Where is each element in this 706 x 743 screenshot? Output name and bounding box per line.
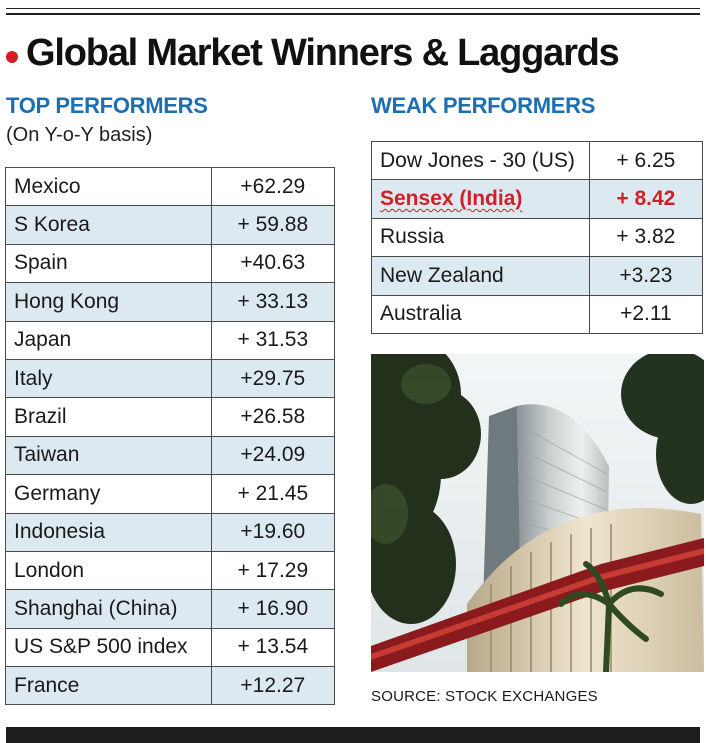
- top-performers-heading: TOP PERFORMERS: [6, 93, 208, 118]
- index-cell: Sensex (India): [371, 179, 590, 219]
- table-row: Brazil +26.58: [5, 397, 336, 437]
- country-cell: Indonesia: [5, 512, 212, 552]
- country-cell: Hong Kong: [5, 282, 212, 322]
- top-rule-thick: [6, 13, 700, 15]
- value-cell: + 16.90: [210, 589, 336, 629]
- sensex-label: Sensex (India): [380, 187, 523, 211]
- country-cell: Taiwan: [5, 435, 212, 476]
- table-row: US S&P 500 index + 13.54: [5, 627, 336, 668]
- table-row: S Korea + 59.88: [5, 205, 336, 245]
- table-row: Dow Jones - 30 (US) + 6.25: [371, 140, 704, 181]
- table-row: Taiwan +24.09: [5, 435, 336, 476]
- value-cell: +19.60: [210, 512, 336, 552]
- top-rule-thin: [6, 8, 700, 9]
- country-cell: US S&P 500 index: [5, 627, 212, 668]
- index-cell: Dow Jones - 30 (US): [371, 140, 590, 181]
- table-row: Italy +29.75: [5, 358, 336, 399]
- country-cell: London: [5, 550, 212, 591]
- value-cell: + 6.25: [588, 140, 704, 181]
- value-cell: +40.63: [210, 243, 336, 284]
- value-cell: +2.11: [588, 294, 704, 334]
- index-cell: Russia: [371, 217, 590, 258]
- table-row: France +12.27: [5, 666, 336, 706]
- bullet-dot-icon: [6, 51, 18, 63]
- country-cell: France: [5, 666, 212, 706]
- top-performers-subheading: (On Y-o-Y basis): [6, 124, 153, 146]
- value-cell: + 17.29: [210, 550, 336, 591]
- weak-performers-table: Dow Jones - 30 (US) + 6.25 Sensex (India)…: [371, 140, 704, 334]
- table-row: Japan + 31.53: [5, 320, 336, 360]
- value-cell: + 3.82: [588, 217, 704, 258]
- value-cell: + 13.54: [210, 627, 336, 668]
- country-cell: Italy: [5, 358, 212, 399]
- table-row: Mexico +62.29: [5, 166, 336, 207]
- value-cell: +62.29: [210, 166, 336, 207]
- top-performers-table: Mexico +62.29 S Korea + 59.88 Spain +40.63 …: [5, 166, 336, 706]
- country-cell: Spain: [5, 243, 212, 284]
- headline: Global Market Winners & Laggards: [6, 28, 620, 78]
- stock-exchange-illustration: [371, 354, 704, 672]
- country-cell: Mexico: [5, 166, 212, 207]
- value-cell: + 21.45: [210, 474, 336, 514]
- value-cell: +26.58: [210, 397, 336, 437]
- table-row-highlighted: Sensex (India) + 8.42: [371, 179, 704, 219]
- table-row: Australia +2.11: [371, 294, 704, 334]
- table-row: Shanghai (China) + 16.90: [5, 589, 336, 629]
- bottom-bar: [6, 727, 700, 743]
- index-cell: Australia: [371, 294, 590, 334]
- table-row: Hong Kong + 33.13: [5, 282, 336, 322]
- table-row: New Zealand +3.23: [371, 256, 704, 296]
- country-cell: Brazil: [5, 397, 212, 437]
- country-cell: Germany: [5, 474, 212, 514]
- table-row: Indonesia +19.60: [5, 512, 336, 552]
- value-cell: + 59.88: [210, 205, 336, 245]
- headline-title: Global Market Winners & Laggards: [26, 31, 620, 74]
- value-cell: +3.23: [588, 256, 704, 296]
- value-cell: + 31.53: [210, 320, 336, 360]
- weak-performers-heading: WEAK PERFORMERS: [371, 93, 596, 118]
- stock-exchange-photo: [371, 354, 704, 672]
- value-cell: +24.09: [210, 435, 336, 476]
- table-row: Spain +40.63: [5, 243, 336, 284]
- table-row: London + 17.29: [5, 550, 336, 591]
- table-row: Germany + 21.45: [5, 474, 336, 514]
- source-credit: SOURCE: STOCK EXCHANGES: [371, 688, 598, 705]
- table-row: Russia + 3.82: [371, 217, 704, 258]
- country-cell: Japan: [5, 320, 212, 360]
- index-cell: New Zealand: [371, 256, 590, 296]
- value-cell: +29.75: [210, 358, 336, 399]
- value-cell: +12.27: [210, 666, 336, 706]
- value-cell: + 33.13: [210, 282, 336, 322]
- value-cell: + 8.42: [588, 179, 704, 219]
- country-cell: Shanghai (China): [5, 589, 212, 629]
- country-cell: S Korea: [5, 205, 212, 245]
